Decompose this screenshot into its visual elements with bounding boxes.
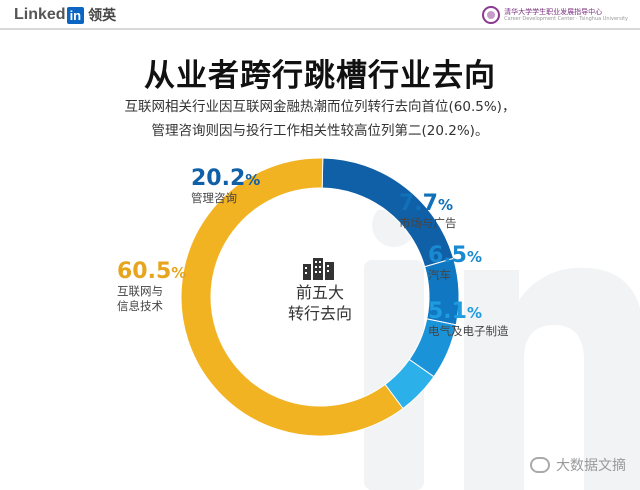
center-line-2: 转行去向 bbox=[287, 304, 352, 323]
value-consulting: 20.2% bbox=[191, 166, 261, 191]
partner-name: 清华大学学生职业发展指导中心 bbox=[504, 7, 603, 16]
center-label: 前五大 转行去向 bbox=[250, 282, 390, 324]
partner-subtitle: Career Development Center · Tsinghua Uni… bbox=[504, 15, 628, 22]
brand-cn: 领英 bbox=[88, 7, 117, 23]
subtitle-line-2: 管理咨询则因与投行工作相关性较高位列第二(20.2%)。 bbox=[151, 123, 489, 139]
page-title: 从业者跨行跳槽行业去向 bbox=[144, 58, 496, 94]
label-electric: 5.1% 电气及电子制造 bbox=[428, 299, 509, 339]
value-auto: 6.5% bbox=[428, 243, 483, 268]
watermark-text: 大数据文摘 bbox=[556, 458, 626, 474]
name-auto: 汽车 bbox=[428, 268, 451, 282]
name-internet-line-2: 信息技术 bbox=[117, 299, 163, 313]
seal-icon bbox=[482, 6, 501, 24]
name-internet-line-1: 互联网与 bbox=[117, 284, 163, 298]
center-line-1: 前五大 bbox=[295, 283, 344, 302]
name-electric: 电气及电子制造 bbox=[428, 324, 509, 338]
subtitle-line-1: 互联网相关行业因互联网金融热潮而位列转行去向首位(60.5%)， bbox=[124, 99, 516, 115]
linkedin-logo: Linked in 领英 bbox=[14, 5, 116, 25]
value-electric: 5.1% bbox=[428, 299, 483, 324]
wechat-icon bbox=[530, 457, 550, 473]
value-internet: 60.5% bbox=[117, 259, 187, 284]
brand-in: in bbox=[66, 6, 85, 24]
label-internet: 60.5% 互联网与 信息技术 bbox=[117, 259, 186, 314]
buildings-icon bbox=[303, 258, 334, 280]
header-divider bbox=[0, 28, 640, 30]
brand-latin: Linked bbox=[14, 6, 66, 23]
name-marketing: 市场与广告 bbox=[399, 216, 457, 230]
header-bar: Linked in 领英 清华大学学生职业发展指导中心 Career Devel… bbox=[0, 0, 640, 34]
watermark: 大数据文摘 bbox=[530, 455, 626, 475]
label-marketing: 7.7% 市场与广告 bbox=[399, 191, 457, 231]
donut-slice-4 bbox=[180, 157, 404, 437]
page-subtitle: 互联网相关行业因互联网金融热潮而位列转行去向首位(60.5%)， 管理咨询则因与… bbox=[0, 95, 640, 143]
label-consulting: 20.2% 管理咨询 bbox=[191, 166, 260, 206]
value-marketing: 7.7% bbox=[399, 191, 454, 216]
label-auto: 6.5% 汽车 bbox=[428, 243, 482, 283]
name-consulting: 管理咨询 bbox=[191, 191, 237, 205]
partner-logo: 清华大学学生职业发展指导中心 Career Development Center… bbox=[482, 6, 628, 24]
